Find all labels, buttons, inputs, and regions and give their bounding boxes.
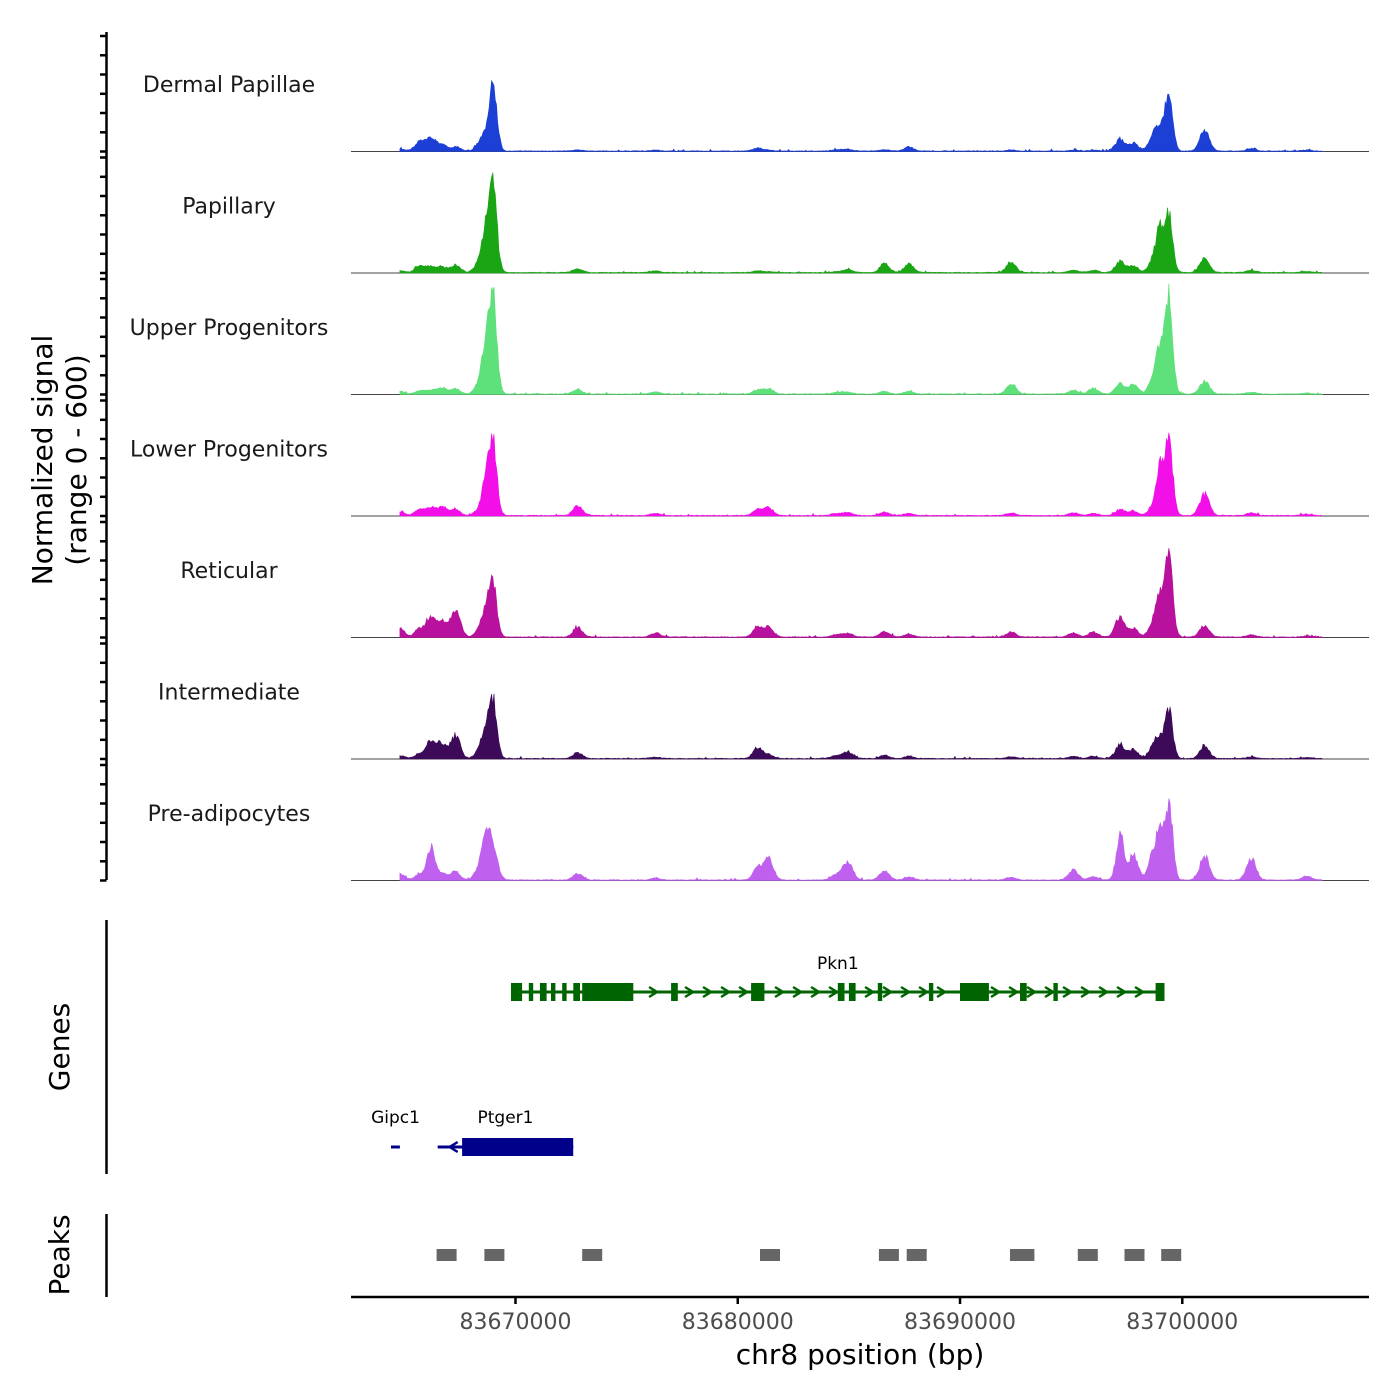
track-dermal-papillae: Dermal Papillae (143, 73, 1369, 152)
strand-arrow (882, 985, 894, 999)
x-axis: 83670000 83680000 83690000 83700000 chr8 po… (351, 1295, 1369, 1371)
strand-arrow (1098, 985, 1110, 999)
strand-arrow (1062, 985, 1074, 999)
strand-arrow (792, 985, 804, 999)
strand-arrow (1134, 985, 1146, 999)
coverage-tracks: Dermal Papillae Papillary Upper Progenitor… (130, 73, 1369, 881)
track-label-reticular: Reticular (180, 559, 278, 584)
signal-axis-title-line1: Normalized signal (26, 335, 59, 586)
strand-arrow (774, 985, 786, 999)
strand-arrow (720, 985, 732, 999)
signal-y-axis: Normalized signal (range 0 - 600) (26, 32, 108, 882)
gene-label-gipc1: Gipc1 (371, 1108, 420, 1128)
exon (960, 983, 989, 1001)
peaks-axis-title: Peaks (43, 1214, 76, 1295)
exon (562, 983, 567, 1001)
genes-panel: Genes Pkn1 Gipc1 Ptger1 (43, 920, 1165, 1174)
track-reticular: Reticular (180, 547, 1369, 638)
strand-arrow (1044, 985, 1056, 999)
peak-region (1161, 1249, 1182, 1261)
peak-region (582, 1249, 603, 1261)
peak-region (878, 1249, 899, 1261)
gene-ptger1: Ptger1 (437, 1108, 574, 1156)
strand-arrow (1116, 985, 1128, 999)
exon (848, 983, 856, 1001)
exon (582, 983, 634, 1001)
peak-region (1077, 1249, 1098, 1261)
signal-axis-title-line2: (range 0 - 600) (60, 354, 93, 565)
strand-arrow (447, 1140, 459, 1154)
track-upper-progenitors: Upper Progenitors (130, 283, 1369, 395)
coverage-area-papillary (399, 172, 1323, 274)
coverage-area-pre-adipocytes (399, 798, 1323, 881)
track-lower-progenitors: Lower Progenitors (130, 432, 1369, 517)
x-tick-label: 83670000 (459, 1310, 571, 1335)
exon (837, 983, 845, 1001)
track-label-upper-progenitors: Upper Progenitors (130, 316, 329, 341)
peak-region (906, 1249, 927, 1261)
exon (573, 983, 580, 1001)
strand-arrow (702, 985, 714, 999)
gene-models: Pkn1 Gipc1 Ptger1 (371, 954, 1165, 1156)
coverage-area-reticular (399, 547, 1323, 638)
exon (1155, 983, 1165, 1001)
coverage-area-intermediate (399, 693, 1324, 760)
coverage-area-upper-progenitors (399, 283, 1324, 395)
exon (877, 983, 883, 1001)
signal-y-axis-ticks (100, 34, 107, 882)
strand-arrow (738, 985, 750, 999)
strand-arrow (1026, 985, 1038, 999)
strand-arrow (900, 985, 912, 999)
exon (1053, 983, 1058, 1001)
track-label-papillary: Papillary (182, 195, 276, 220)
gene-label-ptger1: Ptger1 (478, 1108, 534, 1128)
exon (551, 983, 556, 1001)
exon (539, 983, 547, 1001)
peak-region (1124, 1249, 1145, 1261)
gene-gipc1: Gipc1 (371, 1108, 420, 1149)
exon (928, 983, 934, 1001)
strand-arrow (918, 985, 930, 999)
strand-arrow (1008, 985, 1020, 999)
track-label-dermal-papillae: Dermal Papillae (143, 73, 315, 98)
strand-arrow (990, 985, 1002, 999)
track-pre-adipocytes: Pre-adipocytes (148, 798, 1369, 881)
peaks-panel: Peaks (43, 1214, 1182, 1297)
strand-arrow (864, 985, 876, 999)
exon (1020, 983, 1027, 1001)
track-label-lower-progenitors: Lower Progenitors (130, 438, 328, 463)
exon (528, 983, 534, 1001)
x-axis-ticks: 83670000 83680000 83690000 83700000 (459, 1297, 1238, 1335)
track-intermediate: Intermediate (158, 681, 1369, 760)
track-papillary: Papillary (182, 172, 1369, 274)
coverage-area-lower-progenitors (399, 432, 1324, 517)
gene-pkn1: Pkn1 (511, 954, 1165, 1001)
peak-region (436, 1249, 457, 1261)
peak-region (1010, 1249, 1035, 1261)
gene-label-pkn1: Pkn1 (817, 954, 859, 974)
x-tick-label: 83700000 (1126, 1310, 1238, 1335)
strand-arrow (810, 985, 822, 999)
peak-region (484, 1249, 505, 1261)
exon (462, 1138, 574, 1156)
x-tick-label: 83680000 (682, 1310, 794, 1335)
x-tick-label: 83690000 (904, 1310, 1016, 1335)
track-label-intermediate: Intermediate (158, 681, 300, 706)
coverage-area-dermal-papillae (399, 79, 1324, 152)
exon (511, 983, 523, 1001)
peak-region (760, 1249, 780, 1261)
exon (751, 983, 765, 1001)
strand-arrow (1080, 985, 1092, 999)
exon (671, 983, 678, 1001)
strand-arrow (936, 985, 948, 999)
strand-arrow (828, 985, 840, 999)
peak-regions (436, 1249, 1182, 1261)
track-label-pre-adipocytes: Pre-adipocytes (148, 802, 311, 827)
genes-axis-title: Genes (43, 1003, 76, 1091)
strand-arrow (648, 985, 660, 999)
x-axis-title: chr8 position (bp) (736, 1338, 985, 1371)
strand-arrow (684, 985, 696, 999)
